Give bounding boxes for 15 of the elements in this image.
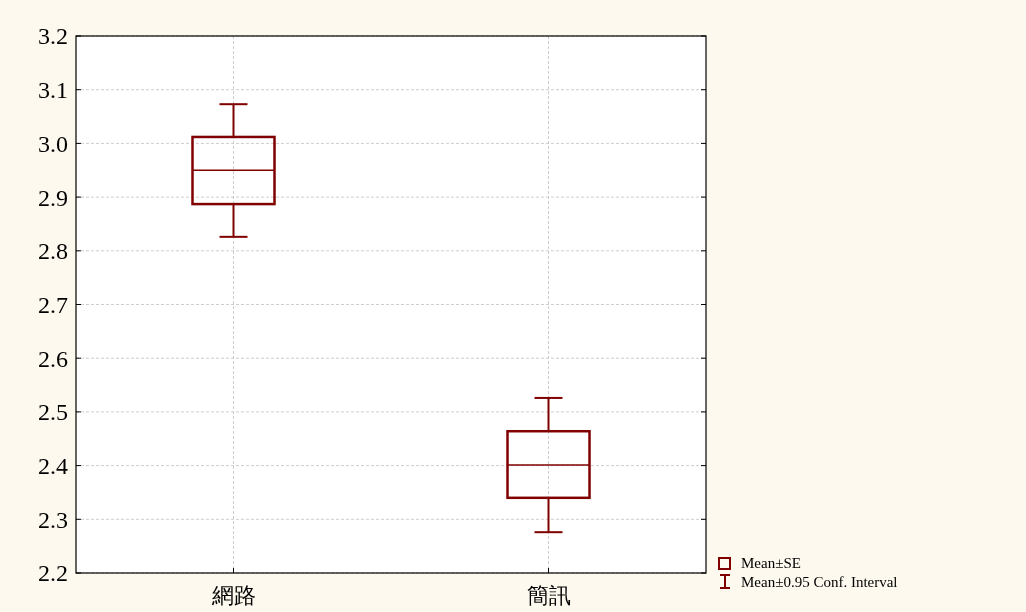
y-tick-label: 3.0	[38, 130, 68, 157]
text: Mean±SE	[741, 555, 801, 571]
y-tick-label: 2.9	[38, 184, 68, 211]
x-tick-label: 簡訊	[526, 583, 571, 608]
y-tick-label: 2.4	[38, 453, 68, 479]
y-tick-label: 3.2	[38, 23, 68, 50]
y-tick-label: 2.7	[38, 291, 68, 318]
y-tick-label: 2.3	[38, 506, 68, 533]
y-tick-label: 2.8	[38, 238, 68, 265]
y-tick-label: 2.6	[38, 345, 68, 372]
x-tick-label: 網路	[210, 583, 256, 608]
y-tick-label: 2.5	[38, 399, 68, 426]
y-tick-label: 2.2	[38, 560, 68, 587]
y-tick-label: 3.1	[38, 77, 68, 104]
text: Mean±0.95 Conf. Interval	[741, 574, 898, 590]
